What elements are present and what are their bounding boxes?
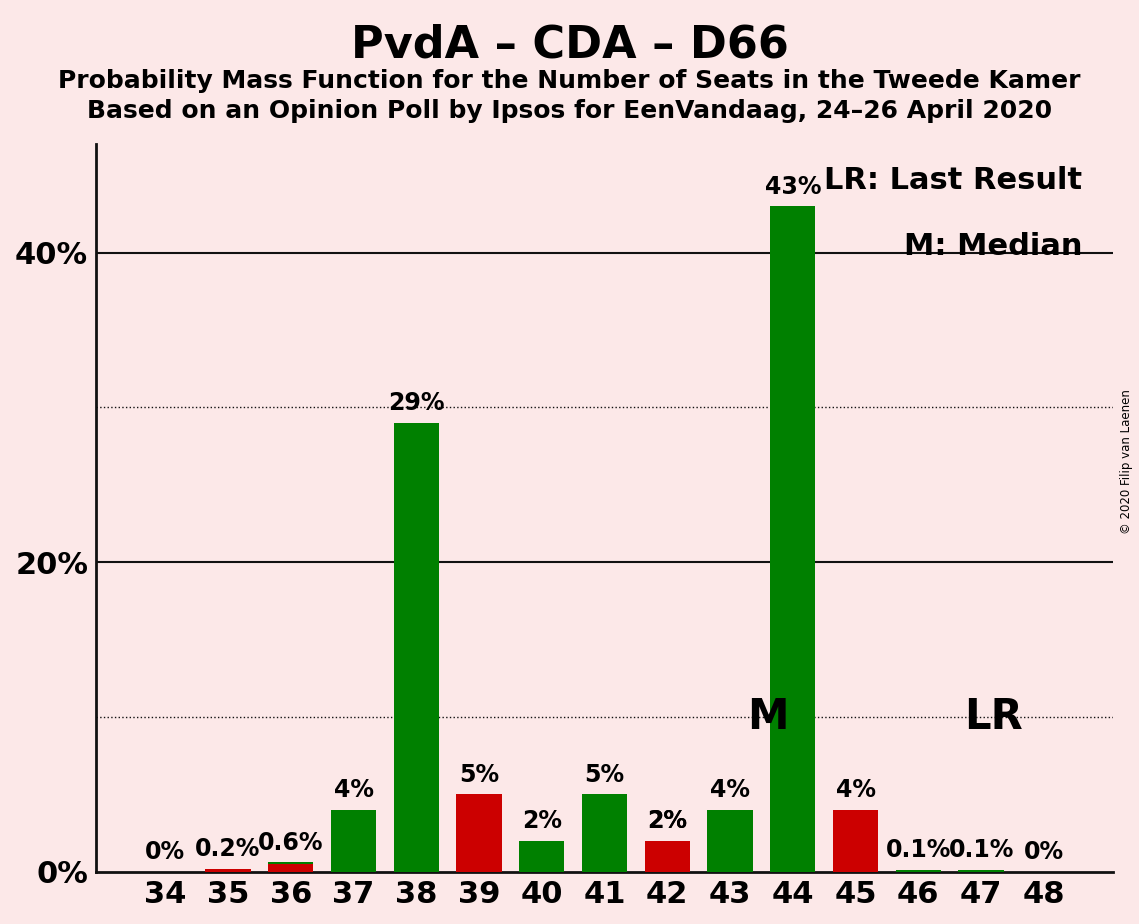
Bar <box>457 857 501 871</box>
Bar <box>707 809 753 871</box>
Text: 0.6%: 0.6% <box>259 831 323 855</box>
Text: 29%: 29% <box>388 391 444 415</box>
Bar <box>205 869 251 871</box>
Text: LR: Last Result: LR: Last Result <box>823 166 1082 195</box>
Bar <box>457 795 501 871</box>
Text: Probability Mass Function for the Number of Seats in the Tweede Kamer: Probability Mass Function for the Number… <box>58 69 1081 93</box>
Bar <box>645 841 690 871</box>
Text: 4%: 4% <box>334 778 374 802</box>
Bar <box>268 862 313 871</box>
Bar <box>582 795 628 871</box>
Text: PvdA – CDA – D66: PvdA – CDA – D66 <box>351 23 788 67</box>
Text: 0.2%: 0.2% <box>195 837 261 861</box>
Text: 2%: 2% <box>522 809 562 833</box>
Bar <box>394 423 439 871</box>
Bar <box>895 870 941 871</box>
Text: LR: LR <box>965 696 1023 738</box>
Text: 0%: 0% <box>1024 840 1064 864</box>
Text: 0.1%: 0.1% <box>949 838 1014 862</box>
Bar <box>833 809 878 871</box>
Text: 0%: 0% <box>145 840 186 864</box>
Bar <box>959 870 1003 871</box>
Text: M: M <box>747 696 788 738</box>
Text: 2%: 2% <box>647 809 687 833</box>
Text: Based on an Opinion Poll by Ipsos for EenVandaag, 24–26 April 2020: Based on an Opinion Poll by Ipsos for Ee… <box>87 99 1052 123</box>
Text: 2%: 2% <box>647 809 687 833</box>
Bar <box>519 841 564 871</box>
Text: 4%: 4% <box>836 778 876 802</box>
Text: 5%: 5% <box>584 762 624 786</box>
Text: © 2020 Filip van Laenen: © 2020 Filip van Laenen <box>1121 390 1133 534</box>
Text: M: Median: M: Median <box>903 232 1082 261</box>
Bar <box>645 841 690 871</box>
Text: 43%: 43% <box>764 175 821 199</box>
Text: 5%: 5% <box>459 762 499 786</box>
Bar <box>770 206 816 871</box>
Bar <box>331 809 376 871</box>
Text: 0.1%: 0.1% <box>886 838 951 862</box>
Bar <box>268 864 313 871</box>
Bar <box>833 867 878 871</box>
Text: 4%: 4% <box>710 778 751 802</box>
